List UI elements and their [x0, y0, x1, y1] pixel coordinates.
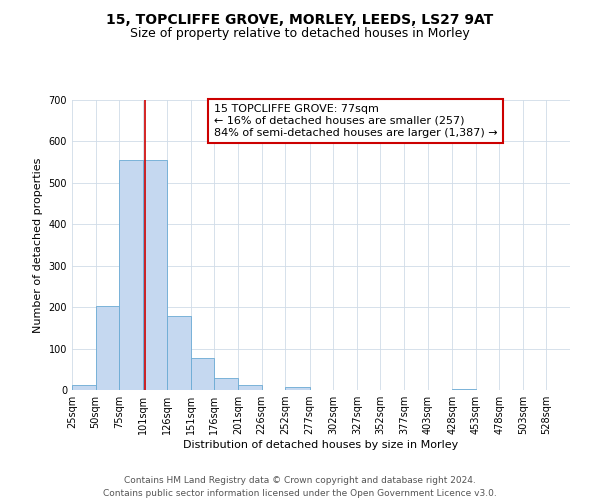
Bar — [167, 316, 191, 390]
Text: 15 TOPCLIFFE GROVE: 77sqm
← 16% of detached houses are smaller (257)
84% of semi: 15 TOPCLIFFE GROVE: 77sqm ← 16% of detac… — [214, 104, 497, 138]
Text: Size of property relative to detached houses in Morley: Size of property relative to detached ho… — [130, 28, 470, 40]
Bar — [119, 160, 143, 390]
Text: Contains HM Land Registry data © Crown copyright and database right 2024.
Contai: Contains HM Land Registry data © Crown c… — [103, 476, 497, 498]
Bar — [452, 389, 476, 390]
Bar — [285, 386, 310, 390]
Bar — [214, 378, 238, 390]
Bar — [238, 386, 262, 390]
Bar — [72, 385, 95, 390]
Bar — [143, 160, 167, 390]
Text: 15, TOPCLIFFE GROVE, MORLEY, LEEDS, LS27 9AT: 15, TOPCLIFFE GROVE, MORLEY, LEEDS, LS27… — [106, 12, 494, 26]
Bar — [191, 358, 214, 390]
X-axis label: Distribution of detached houses by size in Morley: Distribution of detached houses by size … — [184, 440, 458, 450]
Y-axis label: Number of detached properties: Number of detached properties — [33, 158, 43, 332]
Bar — [95, 306, 119, 390]
